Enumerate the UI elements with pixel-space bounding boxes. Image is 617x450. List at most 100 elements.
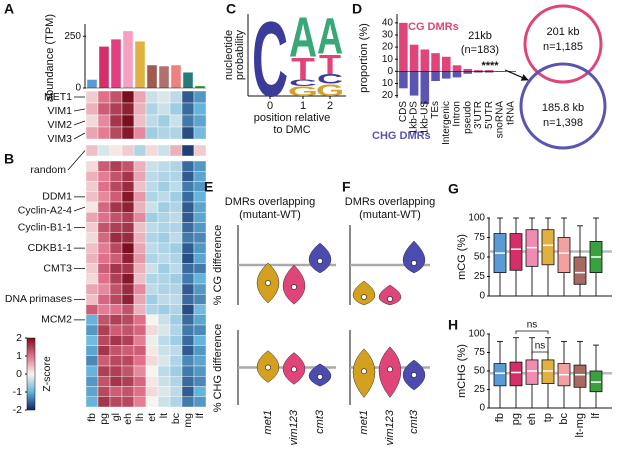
heatmap-cell <box>133 365 147 377</box>
heatmap-cell <box>145 263 159 274</box>
y-tick-label: 75 <box>474 232 486 243</box>
heatmap-cell <box>169 335 183 346</box>
heatmap-cell <box>169 201 183 213</box>
heatmap-cell <box>145 222 159 233</box>
violin <box>308 242 332 274</box>
heatmap-cell <box>157 314 171 326</box>
heatmap-cell <box>181 181 195 192</box>
heatmap-cell <box>181 114 195 128</box>
heatmap-cell <box>121 90 135 104</box>
heatmap-cell <box>169 181 183 192</box>
heatmap-cell <box>181 304 195 315</box>
x-axis-title: position relative <box>254 112 330 124</box>
heatmap-cell <box>97 222 111 233</box>
y-tick-label: 0 <box>479 291 485 302</box>
colorbar-tick-label: 2 <box>16 332 22 344</box>
heatmap-cell <box>157 181 171 192</box>
heatmap-cell <box>157 386 171 397</box>
bar <box>409 44 419 72</box>
y-tick-label: 100 <box>468 213 485 224</box>
heatmap-cell <box>193 365 207 377</box>
arrow <box>504 69 529 81</box>
x-tick-label: mg <box>182 413 194 428</box>
heatmap-cell <box>109 201 123 213</box>
heatmap-cell <box>109 191 123 203</box>
x-tick-label: lt-mg <box>574 413 586 437</box>
heatmap-cell <box>109 90 123 104</box>
y-tick-label: 75 <box>474 347 486 358</box>
x-tick-label: lf <box>590 412 602 418</box>
heatmap-cell <box>181 263 195 274</box>
heatmap-cell <box>193 376 207 387</box>
heatmap-cell <box>145 376 159 387</box>
heatmap-cell <box>133 181 147 192</box>
heatmap-cell <box>109 304 123 315</box>
x-tick-label: snoRNA <box>495 101 506 139</box>
leader-line <box>73 206 86 212</box>
x-tick-label: 5'UTR <box>484 101 495 129</box>
leader-line <box>67 150 86 171</box>
heatmap-cell <box>121 160 135 172</box>
heatmap-cell <box>169 386 183 397</box>
heatmap-cell <box>133 294 147 305</box>
heatmap-cell <box>121 212 135 223</box>
x-tick-label: bc <box>558 413 570 425</box>
heatmap-cell <box>133 396 147 408</box>
heatmap-cell <box>157 396 171 408</box>
heatmap-cell <box>97 345 111 356</box>
heatmap-cell <box>193 273 207 285</box>
heatmap-cell <box>157 294 171 305</box>
x-tick-label: Intron <box>452 101 463 127</box>
heatmap-cell <box>121 253 135 264</box>
violin-median <box>387 296 393 302</box>
heatmap-cell <box>121 181 135 192</box>
leader-line <box>73 108 86 112</box>
heatmap-cell <box>193 304 207 315</box>
box <box>541 229 555 266</box>
heatmap-cell <box>193 314 207 326</box>
heatmap-cell <box>109 376 123 387</box>
heatmap-cell <box>157 355 171 367</box>
heatmap-cell <box>97 324 111 336</box>
box <box>525 359 539 385</box>
y-axis-title: % CG difference <box>212 225 224 306</box>
x-tick-label: 1kb-DS <box>409 101 420 135</box>
x-tick-label: 3'UTR <box>473 101 484 129</box>
y-axis-title: proportion (%) <box>358 23 370 93</box>
heatmap-cell <box>109 314 123 326</box>
venn-count: n=1,185 <box>543 41 583 53</box>
violin-median <box>265 364 271 371</box>
heatmap-cell <box>85 242 99 254</box>
heatmap-cell <box>121 114 135 128</box>
bar <box>87 79 97 88</box>
heatmap-cell <box>157 365 171 377</box>
heatmap-cell <box>97 201 111 213</box>
heatmap-cell <box>181 376 195 387</box>
logo-letter: A <box>317 8 343 64</box>
x-tick-label: gl <box>110 413 122 421</box>
significance: **** <box>481 60 499 72</box>
heatmap-cell <box>181 212 195 223</box>
heatmap-cell <box>145 114 159 128</box>
row-label: DNA primases <box>5 293 72 305</box>
x-tick-label: met1 <box>358 410 370 434</box>
heatmap-cell <box>157 144 171 157</box>
heatmap-cell <box>157 273 171 285</box>
heatmap-cell <box>169 126 183 140</box>
heatmap-cell <box>157 126 171 140</box>
panel-letter: B <box>4 151 14 167</box>
heatmap-cell <box>85 144 99 157</box>
box <box>493 363 507 387</box>
y-tick-label: 25 <box>474 271 486 282</box>
heatmap-cell <box>133 324 147 336</box>
heatmap-cell <box>133 114 147 128</box>
heatmap-cell <box>157 171 171 182</box>
heatmap-cell <box>97 263 111 274</box>
heatmap-cell <box>193 232 207 244</box>
heatmap-cell <box>193 396 207 408</box>
bar <box>399 71 408 89</box>
heatmap-cell <box>97 181 111 192</box>
chart-subtitle: (mutant-WT) <box>239 209 301 221</box>
heatmap-cell <box>181 365 195 377</box>
panel-letter: E <box>204 179 213 195</box>
